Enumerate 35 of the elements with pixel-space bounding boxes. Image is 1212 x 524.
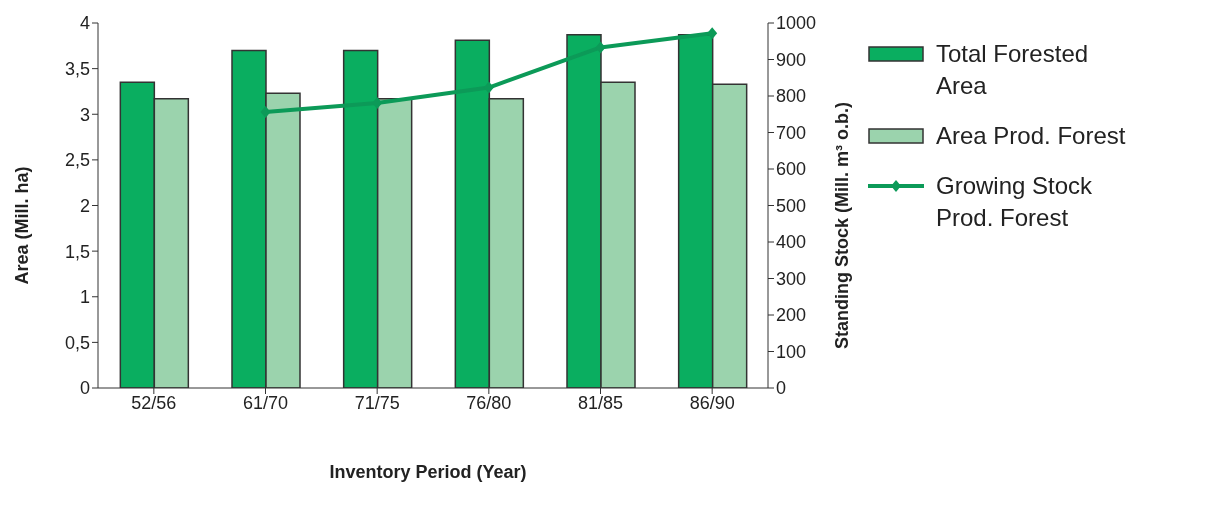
x-tick-label: 52/56 (131, 392, 177, 413)
y2-tick-label: 500 (776, 195, 807, 216)
x-tick-label: 61/70 (242, 392, 289, 413)
y2-tick-label: 1000 (776, 13, 817, 34)
y-tick-label: 2,5 (64, 150, 90, 171)
y-tick-label: 4 (79, 13, 90, 34)
y-tick-label: 1,5 (64, 241, 90, 262)
legend-label: Total Forested Area (936, 39, 1090, 101)
x-tick-label: 76/80 (466, 392, 512, 413)
y2-tick-label: 800 (776, 86, 807, 107)
y-tick-label: 1 (79, 287, 90, 308)
point (595, 41, 606, 54)
y2-axis-title: Standing Stock (Mill. m³ o.b.) (832, 102, 852, 349)
x-tick-label: 81/85 (577, 392, 624, 413)
y-tick-label: 0 (79, 378, 90, 399)
y-tick-label: 3 (79, 104, 90, 125)
y-axis-title: Area (Mill. ha) (12, 166, 32, 285)
legend-label: Growing Stock Prod. Forest (936, 171, 1094, 233)
y2-tick-label: 300 (776, 268, 807, 289)
y-tick-label: 0,5 (64, 332, 90, 353)
y2-tick-label: 0 (776, 378, 787, 399)
y2-tick-label: 200 (776, 305, 807, 326)
y2-tick-label: 100 (776, 341, 807, 362)
point (260, 106, 271, 119)
x-tick-label: 71/75 (354, 392, 400, 413)
x-tick-label: 86/90 (689, 392, 735, 413)
y-tick-label: 2 (79, 195, 90, 216)
y2-tick-label: 700 (776, 122, 807, 143)
x-axis-title: Inventory Period (Year) (329, 462, 527, 482)
y2-tick-label: 900 (776, 49, 807, 70)
y2-tick-label: 600 (776, 159, 807, 180)
y-tick-label: 3,5 (64, 59, 90, 80)
point (707, 27, 718, 40)
y2-tick-label: 400 (776, 232, 807, 253)
legend-label: Area Prod. Forest (936, 121, 1127, 151)
